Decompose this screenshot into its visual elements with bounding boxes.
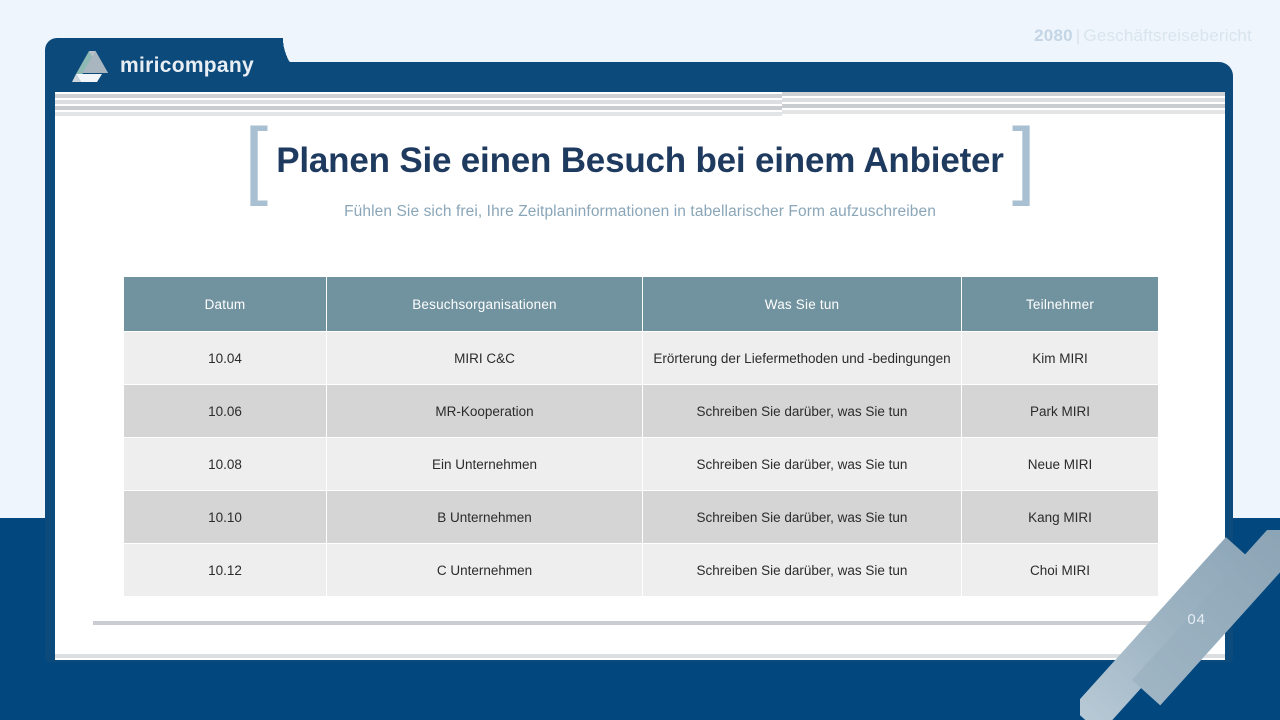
cell-participant: Park MIRI: [962, 385, 1158, 437]
triangle-drive-logo-icon: [72, 51, 108, 82]
top-stripes: [55, 92, 1225, 118]
page-subtitle: Fühlen Sie sich frei, Ihre Zeitplaninfor…: [344, 202, 936, 220]
table-row[interactable]: 10.08 Ein Unternehmen Schreiben Sie darü…: [124, 438, 1158, 490]
cell-activity: Schreiben Sie darüber, was Sie tun: [643, 385, 961, 437]
cell-datum: 10.04: [124, 332, 326, 384]
bottom-rule-secondary: [55, 654, 1225, 658]
cell-datum: 10.10: [124, 491, 326, 543]
top-stripes-offset: [782, 92, 1225, 118]
cell-participant: Kang MIRI: [962, 491, 1158, 543]
schedule-table: Datum Besuchsorganisationen Was Sie tun …: [123, 276, 1159, 597]
page-number: 04: [1187, 611, 1206, 628]
header-year: 2080: [1034, 26, 1073, 45]
table-body: 10.04 MIRI C&C Erörterung der Liefermeth…: [124, 332, 1158, 596]
table-row[interactable]: 10.10 B Unternehmen Schreiben Sie darübe…: [124, 491, 1158, 543]
brand-name: miricompany: [120, 54, 255, 77]
slide-header-label: 2080 | Geschäftsreisebericht: [1034, 26, 1252, 46]
cell-participant: Kim MIRI: [962, 332, 1158, 384]
bracket-close-decoration: ]: [1011, 111, 1036, 207]
cell-organisation: MIRI C&C: [327, 332, 642, 384]
page-title: Planen Sie einen Besuch bei einem Anbiet…: [276, 141, 1004, 180]
column-header-datum[interactable]: Datum: [124, 277, 326, 331]
cell-activity: Schreiben Sie darüber, was Sie tun: [643, 491, 961, 543]
header-separator: |: [1075, 26, 1081, 45]
column-header-activity[interactable]: Was Sie tun: [643, 277, 961, 331]
cell-organisation: B Unternehmen: [327, 491, 642, 543]
table-header: Datum Besuchsorganisationen Was Sie tun …: [124, 277, 1158, 331]
cell-organisation: MR-Kooperation: [327, 385, 642, 437]
cell-datum: 10.12: [124, 544, 326, 596]
table-header-row: Datum Besuchsorganisationen Was Sie tun …: [124, 277, 1158, 331]
bracket-open-decoration: [: [244, 111, 269, 207]
bottom-rule: [93, 621, 1225, 625]
slide-page: [ Planen Sie einen Besuch bei einem Anbi…: [55, 92, 1225, 660]
cell-datum: 10.06: [124, 385, 326, 437]
header-report-title: Geschäftsreisebericht: [1083, 26, 1252, 45]
title-block: [ Planen Sie einen Besuch bei einem Anbi…: [55, 116, 1225, 221]
cell-organisation: C Unternehmen: [327, 544, 642, 596]
cell-activity: Schreiben Sie darüber, was Sie tun: [643, 438, 961, 490]
column-header-participant[interactable]: Teilnehmer: [962, 277, 1158, 331]
cell-activity: Erörterung der Liefermethoden und -bedin…: [643, 332, 961, 384]
cell-organisation: Ein Unternehmen: [327, 438, 642, 490]
column-header-organisation[interactable]: Besuchsorganisationen: [327, 277, 642, 331]
cell-activity: Schreiben Sie darüber, was Sie tun: [643, 544, 961, 596]
table-row[interactable]: 10.06 MR-Kooperation Schreiben Sie darüb…: [124, 385, 1158, 437]
brand-logo[interactable]: miricompany: [70, 49, 254, 83]
cell-datum: 10.08: [124, 438, 326, 490]
cell-participant: Neue MIRI: [962, 438, 1158, 490]
title-row: [ Planen Sie einen Besuch bei einem Anbi…: [244, 116, 1035, 202]
cell-participant: Choi MIRI: [962, 544, 1158, 596]
table-row[interactable]: 10.04 MIRI C&C Erörterung der Liefermeth…: [124, 332, 1158, 384]
table-row[interactable]: 10.12 C Unternehmen Schreiben Sie darübe…: [124, 544, 1158, 596]
